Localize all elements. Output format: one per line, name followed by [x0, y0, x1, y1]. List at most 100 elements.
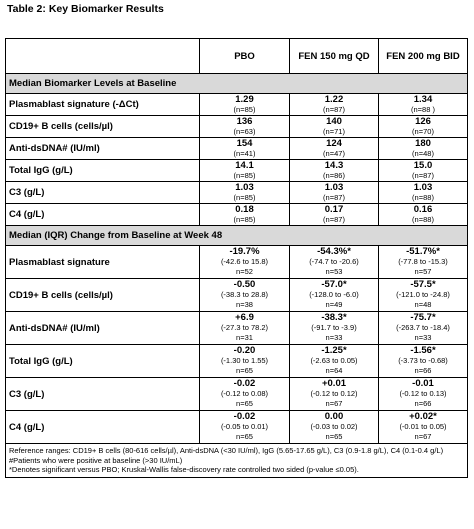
cell-iqr: (-0.01 to 0.05) — [399, 422, 447, 431]
cell-n: n=67 — [414, 432, 432, 441]
row-label: Total IgG (g/L) — [5, 344, 200, 378]
cell-value: 1.03 — [235, 181, 254, 193]
cell-value: 1.22 — [324, 93, 344, 105]
table-cell: 14.1 (n=85) — [199, 159, 290, 182]
cell-value: -19.7% — [229, 246, 260, 257]
cell-value: -0.01 — [412, 378, 434, 389]
table-row: C3 (g/L) 1.03 (n=85) 1.03 (n=87) 1.03 (n=88) — [5, 181, 468, 204]
table-cell: 1.03 (n=88) — [378, 181, 468, 204]
table-row: Plasmablast signature -19.7% (-42.6 to 15.… — [5, 245, 468, 279]
cell-n: (n=85) — [233, 170, 256, 180]
row-label: C4 (g/L) — [5, 410, 200, 444]
cell-n: n=38 — [236, 300, 253, 309]
table-cell: -51.7%* (-77.8 to -15.3) n=57 — [378, 245, 468, 279]
table-row: C4 (g/L) 0.18 (n=85) 0.17 (n=87) 0.16 (n=88) — [5, 203, 468, 226]
table-cell: 0.00 (-0.03 to 0.02) n=65 — [289, 410, 379, 444]
table-cell: 124 (n=47) — [289, 137, 379, 160]
table-cell: +0.01 (-0.12 to 0.12) n=67 — [289, 377, 379, 411]
cell-value: +0.01 — [321, 378, 347, 389]
cell-iqr: (-91.7 to -3.9) — [311, 323, 357, 332]
table-cell: 1.03 (n=85) — [199, 181, 290, 204]
table-row: Anti-dsDNA# (IU/ml) 154 (n=41) 124 (n=47) 180… — [5, 137, 468, 160]
row-label: C3 (g/L) — [5, 181, 200, 204]
cell-iqr: (-42.6 to 15.8) — [220, 257, 269, 266]
cell-n: n=65 — [236, 366, 253, 375]
table-row: Anti-dsDNA# (IU/ml) +6.9 (-27.3 to 78.2) n=… — [5, 311, 468, 345]
cell-value: -51.7%* — [406, 246, 440, 257]
cell-n: n=49 — [325, 300, 343, 309]
cell-iqr: (-0.12 to 0.08) — [220, 389, 269, 398]
table-cell: -75.7* (-263.7 to -18.4) n=33 — [378, 311, 468, 345]
cell-iqr: (-263.7 to -18.4) — [396, 323, 450, 332]
cell-value: -57.0* — [321, 279, 347, 290]
cell-iqr: (-0.03 to 0.02) — [310, 422, 358, 431]
cell-value: -54.3%* — [317, 246, 351, 257]
cell-n: (n=63) — [233, 126, 256, 136]
cell-value: 180 — [415, 137, 431, 149]
section-change-row: Median (IQR) Change from Baseline at Wee… — [5, 225, 468, 246]
table-cell: 0.17 (n=87) — [289, 203, 379, 226]
header-blank — [5, 38, 200, 74]
cell-iqr: (-1.30 to 1.55) — [220, 356, 269, 365]
cell-value: 0.16 — [413, 203, 433, 215]
cell-n: (n=70) — [412, 126, 434, 136]
table-cell: -19.7% (-42.6 to 15.8) n=52 — [199, 245, 290, 279]
table-row: CD19+ B cells (cells/µl) 136 (n=63) 140 (n=7… — [5, 115, 468, 138]
cell-n: (n=87) — [412, 170, 434, 180]
cell-iqr: (-27.3 to 78.2) — [220, 323, 269, 332]
cell-n: (n=41) — [233, 148, 256, 158]
table-cell: 14.3 (n=86) — [289, 159, 379, 182]
cell-value: -0.02 — [233, 378, 256, 389]
cell-n: n=31 — [236, 333, 253, 342]
row-label: Anti-dsDNA# (IU/ml) — [5, 311, 200, 345]
cell-n: (n=88) — [412, 192, 434, 202]
cell-value: 1.29 — [235, 93, 254, 105]
cell-value: -57.5* — [410, 279, 436, 290]
header-row: PBO FEN 150 mg QD FEN 200 mg BID — [5, 38, 468, 74]
cell-value: 154 — [236, 137, 253, 149]
cell-value: -38.3* — [321, 312, 347, 323]
table-cell: 126 (n=70) — [378, 115, 468, 138]
cell-iqr: (-77.8 to -15.3) — [398, 257, 448, 266]
cell-value: +0.02* — [409, 411, 437, 422]
section-baseline-row: Median Biomarker Levels at Baseline — [5, 73, 468, 94]
header-fen200: FEN 200 mg BID — [378, 38, 468, 74]
cell-value: -75.7* — [410, 312, 436, 323]
table-cell: -54.3%* (-74.7 to -20.6) n=53 — [289, 245, 379, 279]
cell-n: (n=88 ) — [411, 104, 435, 114]
cell-n: (n=71) — [323, 126, 345, 136]
table-cell: -0.02 (-0.05 to 0.01) n=65 — [199, 410, 290, 444]
cell-n: (n=87) — [323, 104, 345, 114]
table-cell: -1.25* (-2.63 to 0.05) n=64 — [289, 344, 379, 378]
table-cell: 154 (n=41) — [199, 137, 290, 160]
footnote-reference: Reference ranges: CD19+ B cells (80-616 … — [9, 446, 444, 455]
cell-n: n=66 — [414, 366, 432, 375]
cell-n: (n=85) — [233, 104, 256, 114]
table-row: CD19+ B cells (cells/µl) -0.50 (-38.3 to 2… — [5, 278, 468, 312]
cell-value: -1.25* — [321, 345, 347, 356]
table-cell: 1.03 (n=87) — [289, 181, 379, 204]
table-cell: -57.5* (-121.0 to -24.8) n=48 — [378, 278, 468, 312]
row-label: CD19+ B cells (cells/µl) — [5, 115, 200, 138]
cell-n: n=48 — [414, 300, 432, 309]
table-cell: 140 (n=71) — [289, 115, 379, 138]
row-label: Plasmablast signature (-ΔCt) — [5, 93, 200, 116]
row-label: Total IgG (g/L) — [5, 159, 200, 182]
cell-n: (n=86) — [323, 170, 345, 180]
cell-value: -1.56* — [410, 345, 436, 356]
table-cell: -0.50 (-38.3 to 28.8) n=38 — [199, 278, 290, 312]
cell-n: (n=87) — [323, 192, 345, 202]
cell-value: 14.1 — [235, 159, 254, 171]
cell-value: -0.20 — [233, 345, 256, 356]
table-cell: 0.18 (n=85) — [199, 203, 290, 226]
table-cell: 1.34 (n=88 ) — [378, 93, 468, 116]
cell-value: +6.9 — [235, 312, 254, 323]
cell-n: n=67 — [325, 399, 343, 408]
biomarker-table: PBO FEN 150 mg QD FEN 200 mg BID Median … — [5, 38, 468, 478]
cell-n: (n=85) — [233, 214, 256, 224]
cell-value: 0.18 — [235, 203, 254, 215]
table-row: Total IgG (g/L) 14.1 (n=85) 14.3 (n=86) 15.0(… — [5, 159, 468, 182]
cell-n: n=65 — [236, 432, 253, 441]
cell-iqr: (-0.05 to 0.01) — [220, 422, 269, 431]
cell-value: 0.00 — [324, 411, 344, 422]
